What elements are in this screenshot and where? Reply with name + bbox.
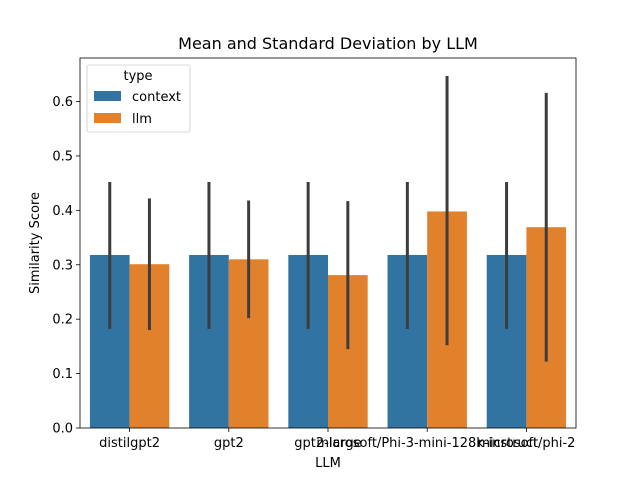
x-axis-label: LLM xyxy=(315,456,341,471)
y-tick-label: 0.6 xyxy=(52,95,73,110)
bars-group xyxy=(89,211,567,428)
legend-swatch-llm xyxy=(94,113,121,123)
x-tick-label: microsoft/Phi-3-mini-128k-instruct xyxy=(316,436,538,451)
x-tick-label: microsoft/phi-2 xyxy=(477,436,575,451)
y-axis: 0.0 0.1 0.2 0.3 0.4 0.5 0.6 xyxy=(52,95,80,437)
y-tick-label: 0.5 xyxy=(52,149,73,164)
legend-title: type xyxy=(123,69,152,84)
x-tick-label: gpt2-large xyxy=(294,436,362,451)
y-tick-label: 0.4 xyxy=(52,204,73,219)
x-tick-label: distilgpt2 xyxy=(99,436,160,451)
y-axis-label: Similarity Score xyxy=(28,192,43,294)
y-tick-label: 0.0 xyxy=(52,422,73,437)
x-axis: distilgpt2 gpt2 gpt2-largemicrosoft/Phi-3-… xyxy=(99,428,575,451)
y-tick-label: 0.1 xyxy=(52,367,73,382)
legend: type context llm xyxy=(86,64,191,133)
chart-title: Mean and Standard Deviation by LLM xyxy=(178,34,478,53)
legend-label-llm: llm xyxy=(132,112,152,127)
legend-label-context: context xyxy=(132,90,181,105)
y-tick-label: 0.2 xyxy=(52,313,73,328)
y-tick-label: 0.3 xyxy=(52,258,73,273)
error-bars-group xyxy=(108,75,548,362)
x-tick-label: gpt2 xyxy=(214,436,244,451)
legend-swatch-context xyxy=(94,91,121,101)
